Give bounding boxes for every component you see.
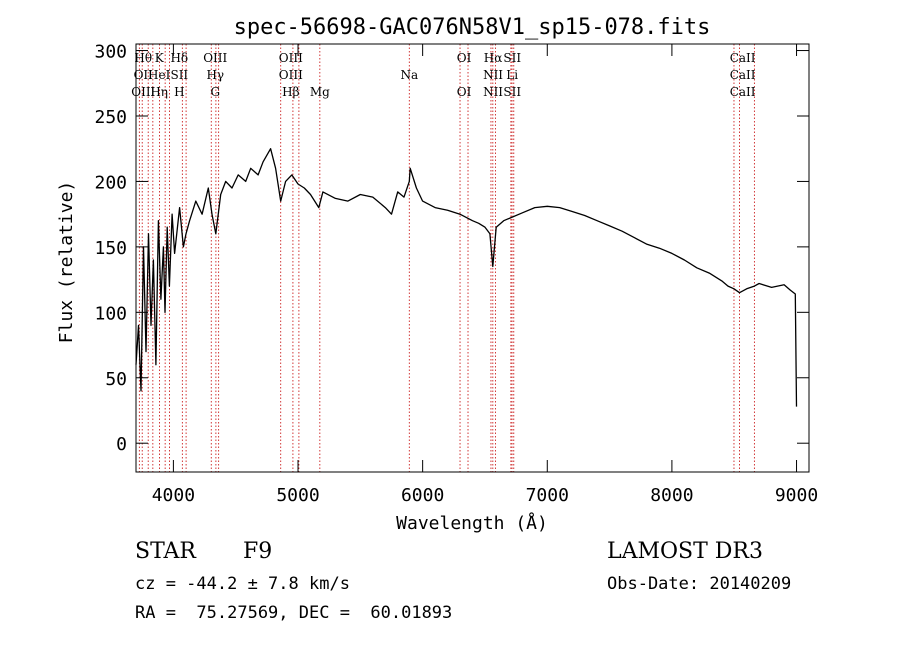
line-label: Hγ (206, 68, 224, 82)
object-class: STAR (135, 539, 196, 564)
line-label: OIII (203, 51, 227, 65)
y-tick-label: 300 (94, 42, 127, 63)
survey-name: LAMOST DR3 (607, 539, 763, 564)
x-tick-label: 7000 (526, 485, 569, 506)
line-label: OIII (131, 85, 155, 99)
x-tick-label: 6000 (401, 485, 444, 506)
y-tick-label: 100 (94, 303, 127, 324)
spectrum-chart: spec-56698-GAC076N58V1_sp15-078.fits 400… (56, 15, 818, 534)
line-label: G (210, 85, 220, 99)
spectrum-line (135, 148, 798, 407)
line-label: NII (483, 68, 503, 82)
line-label: NII (483, 85, 503, 99)
spectral-line-markers (138, 44, 755, 472)
line-label: Hη (150, 85, 168, 99)
line-label: Hδ (170, 51, 188, 65)
line-label: Na (400, 68, 418, 82)
line-label: Hβ (282, 85, 299, 99)
line-label: OI (457, 85, 472, 99)
line-label: OI (457, 51, 472, 65)
line-label: CaII (730, 51, 756, 65)
line-label: SII (503, 85, 521, 99)
spectrum-series (135, 148, 798, 407)
axes: 4000 5000 6000 7000 8000 9000 0 50 100 150 200 250 3… (94, 42, 818, 506)
line-label: SII (503, 51, 521, 65)
y-tick-label: 0 (116, 434, 127, 455)
line-label: HeI (148, 68, 171, 82)
redshift-readout: cz = -44.2 ± 7.8 km/s (135, 574, 350, 594)
line-label: OIII (279, 51, 303, 65)
line-label: Hθ (134, 51, 152, 65)
line-label: Li (506, 68, 518, 82)
line-label: SII (170, 68, 188, 82)
chart-title: spec-56698-GAC076N58V1_sp15-078.fits (234, 15, 711, 40)
line-label: K (155, 51, 165, 65)
x-axis-label: Wavelength (Å) (396, 512, 548, 534)
y-axis-label: Flux (relative) (56, 181, 77, 344)
line-label: H (174, 85, 184, 99)
x-tick-label: 5000 (276, 485, 319, 506)
line-label: Mg (310, 85, 330, 99)
line-label: Hα (484, 51, 503, 65)
spectral-line-labels: Hθ OII OIII K HeI Hη Hδ SII H OIII Hγ G OIII OIII Hβ Mg… (131, 51, 756, 99)
y-tick-label: 50 (105, 369, 127, 390)
line-label: OIII (279, 68, 303, 82)
x-tick-label: 9000 (775, 485, 818, 506)
object-subclass: F9 (243, 539, 273, 564)
line-label: OII (134, 68, 154, 82)
y-tick-label: 250 (94, 107, 127, 128)
y-tick-label: 150 (94, 238, 127, 259)
x-tick-label: 8000 (650, 485, 693, 506)
x-tick-label: 4000 (152, 485, 195, 506)
line-label: CaII (730, 68, 756, 82)
obs-date: Obs-Date: 20140209 (607, 574, 792, 594)
y-tick-label: 200 (94, 172, 127, 193)
coordinates: RA = 75.27569, DEC = 60.01893 (135, 603, 453, 623)
plot-frame (135, 43, 810, 473)
line-label: CaII (730, 85, 756, 99)
